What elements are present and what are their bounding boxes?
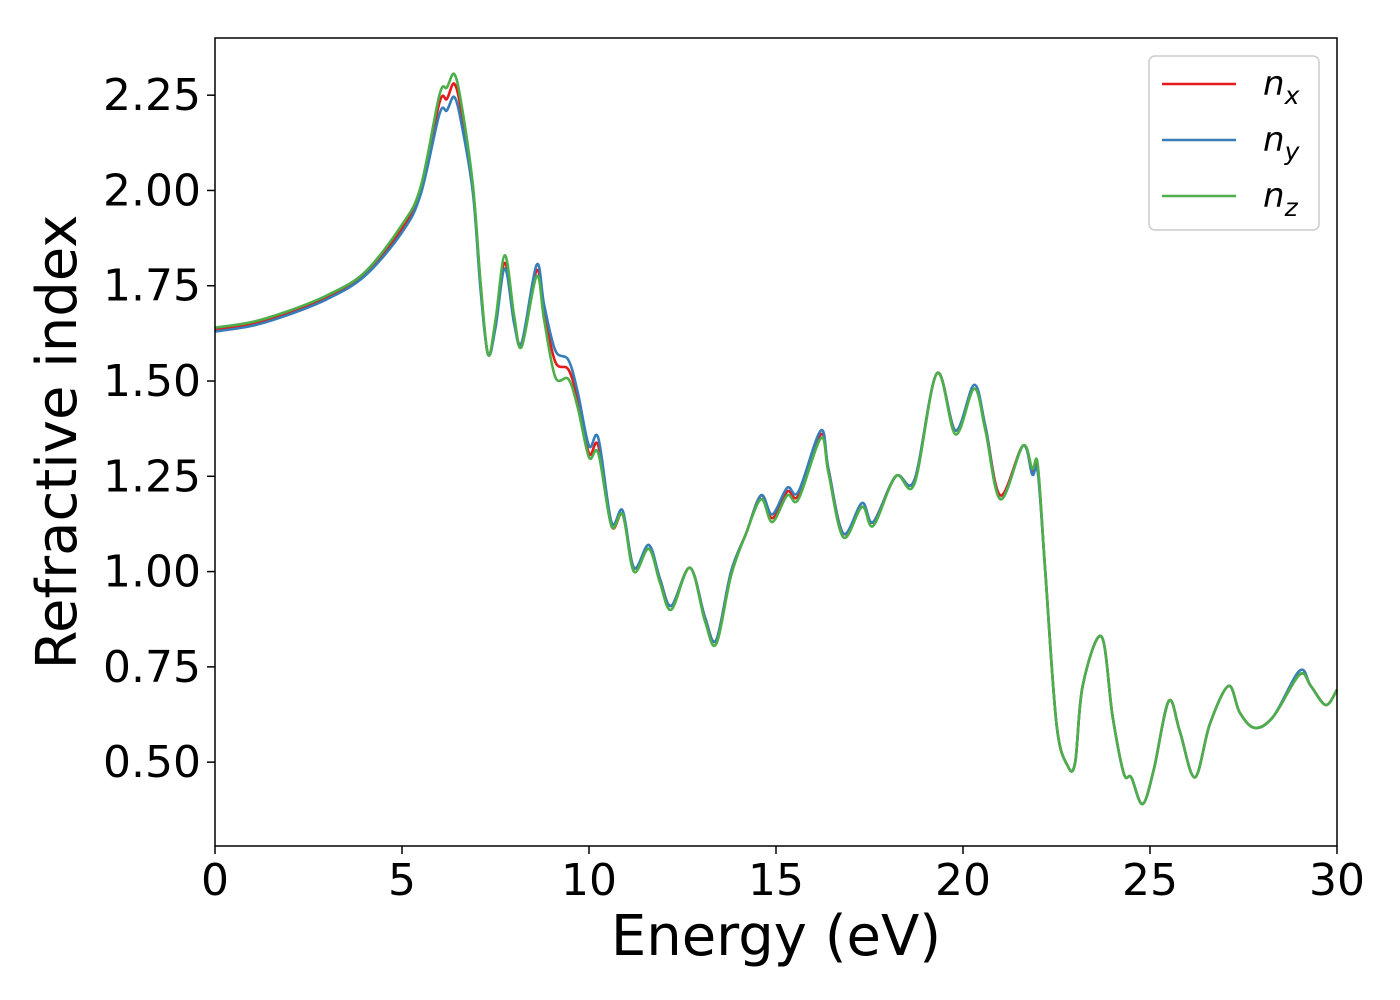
y-tick-label: 2.00: [103, 165, 201, 216]
y-tick-label: 0.50: [103, 737, 201, 788]
y-tick-label: 1.25: [103, 451, 201, 502]
series-line-z: [214, 72, 1339, 806]
x-tick-label: 10: [561, 855, 617, 906]
y-axis-label: Refractive index: [25, 215, 90, 670]
y-tick-label: 1.50: [103, 356, 201, 407]
legend-label-y: ny: [1263, 120, 1301, 166]
x-tick-label: 0: [201, 855, 229, 906]
y-tick-label: 1.00: [103, 547, 201, 598]
x-tick-label: 5: [388, 855, 416, 906]
x-tick-label: 20: [935, 855, 991, 906]
x-tick-label: 15: [748, 855, 804, 906]
x-axis-label: Energy (eV): [611, 904, 941, 969]
y-tick-label: 2.25: [103, 70, 201, 121]
x-tick-label: 30: [1309, 855, 1365, 906]
y-axis: 0.50 0.75 1.00 1.25 1.50 1.75 2.00 2.25: [103, 70, 215, 788]
y-tick-label: 0.75: [103, 642, 201, 693]
x-tick-label: 25: [1122, 855, 1178, 906]
x-axis: 0 5 10 15 20 25 30: [201, 846, 1365, 906]
legend: nx ny nz: [1148, 55, 1320, 231]
y-tick-label: 1.75: [103, 261, 201, 312]
series-layer: [214, 72, 1339, 806]
legend-label-x: nx: [1263, 64, 1300, 110]
legend-label-z: nz: [1263, 176, 1299, 222]
legend-box: [1148, 55, 1320, 231]
